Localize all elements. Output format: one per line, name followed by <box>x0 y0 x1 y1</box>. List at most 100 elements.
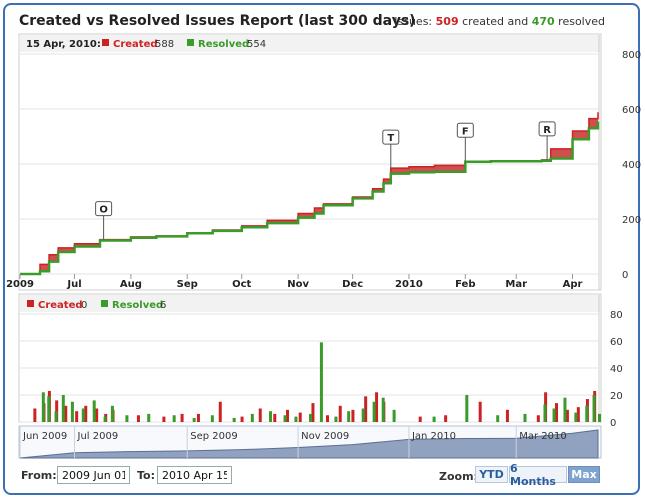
created-bar <box>325 415 329 422</box>
navigator-tick-label: Jan 2010 <box>411 431 456 442</box>
main-y-tick-label: 600 <box>622 105 641 116</box>
created-bar <box>33 408 37 422</box>
created-bar <box>536 415 540 422</box>
main-x-tick-label: Aug <box>120 279 142 290</box>
created-bar <box>338 405 342 422</box>
legend-resolved-label: Resolved <box>198 39 249 50</box>
main-grid <box>20 35 600 290</box>
resolved-bar <box>147 413 151 422</box>
resolved-bar <box>103 416 107 422</box>
main-x-axis: 2009 Jul Aug Sep Oct Nov Dec 2010 Feb Mar Apr <box>6 274 583 290</box>
resolved-bar <box>496 415 500 422</box>
from-date-input[interactable] <box>57 466 130 484</box>
created-bar <box>258 408 262 422</box>
flag-marker[interactable] <box>382 129 400 145</box>
flag-marker[interactable] <box>95 201 113 217</box>
created-bar <box>218 401 222 422</box>
flag-marker[interactable] <box>538 121 556 137</box>
navigator-x-axis: Jun 2009 Jul 2009 Sep 2009 Nov 2009 Jan 2010… <box>19 426 567 458</box>
main-y-tick-label: 200 <box>622 215 641 226</box>
resolved-bar <box>110 405 114 422</box>
main-y-axis: 0 200 400 600 800 <box>622 50 641 281</box>
main-x-tick-label: Feb <box>455 279 475 290</box>
resolved-bar <box>563 397 567 422</box>
volume-plot[interactable]: 0 20 40 60 80 Created 0 Resolved 6 <box>18 293 623 429</box>
created-bar <box>478 401 482 422</box>
created-bar <box>64 405 68 422</box>
navigator-series-area <box>19 429 599 459</box>
created-bar <box>286 409 290 422</box>
summary-suffix: resolved <box>558 15 605 28</box>
resolved-bar <box>361 408 365 422</box>
main-x-tick-label: Oct <box>232 279 251 290</box>
summary-mid: created and <box>462 15 529 28</box>
resolved-bar <box>392 409 396 422</box>
resolved-bar <box>61 395 65 422</box>
resolved-bar <box>309 413 312 422</box>
created-bar <box>444 415 448 422</box>
created-bar <box>298 412 302 422</box>
vol-legend-created-value: 0 <box>81 300 87 311</box>
volume-y-tick-label: 40 <box>610 364 623 375</box>
navigator-area <box>19 429 599 459</box>
resolved-bar <box>319 342 323 422</box>
legend-created-label: Created <box>113 39 158 50</box>
navigator-tick-label: Jun 2009 <box>22 431 67 442</box>
summary-resolved-count: 470 <box>531 15 555 28</box>
summary-prefix: Issues: <box>394 15 433 28</box>
flag-label: T <box>387 133 394 144</box>
created-bar <box>505 409 509 422</box>
resolved-bar <box>92 400 96 422</box>
legend-created-value: 588 <box>155 39 174 50</box>
navigator[interactable]: Jun 2009 Jul 2009 Sep 2009 Nov 2009 Jan 2010… <box>18 425 602 459</box>
created-bar <box>136 415 140 422</box>
flag-marker[interactable] <box>456 122 474 138</box>
created-bar <box>364 396 368 422</box>
flag-label: R <box>543 125 551 136</box>
resolved-bar <box>125 415 129 422</box>
vol-legend-created-swatch <box>27 300 34 307</box>
vol-legend-created-label: Created <box>38 300 83 311</box>
created-bar <box>375 392 379 422</box>
main-x-tick-label: Apr <box>563 279 583 290</box>
issues-summary: Issues: 509 created and 470 resolved <box>394 15 605 28</box>
to-date-input[interactable] <box>157 466 232 484</box>
main-y-tick-label: 400 <box>622 160 641 171</box>
main-x-tick-label: Dec <box>342 279 363 290</box>
resolved-bar <box>432 416 436 422</box>
resolved-bar <box>54 411 58 422</box>
volume-plot-background <box>18 293 602 423</box>
created-bar <box>351 409 355 422</box>
legend-created-swatch <box>102 39 109 46</box>
resolved-bar <box>585 405 589 422</box>
zoom-6-months-button[interactable]: 6 Months <box>509 462 567 488</box>
created-bar <box>162 416 166 422</box>
resolved-bar <box>598 413 601 422</box>
created-bar <box>576 407 580 422</box>
resolved-bar <box>381 397 385 422</box>
main-y-tick-label: 0 <box>622 270 628 281</box>
main-plot[interactable]: O T F R 2009 Jul Aug Sep Oct Nov Dec 2010 Feb Mar Apr… <box>6 33 641 291</box>
created-bar <box>565 409 569 422</box>
main-x-tick-label: Jul <box>66 279 81 290</box>
resolved-bar <box>523 413 527 422</box>
zoom-max-button[interactable]: Max <box>568 466 600 483</box>
flag-label: O <box>99 205 108 216</box>
created-bar <box>240 416 244 422</box>
created-bar <box>418 416 422 422</box>
vol-legend-resolved-value: 6 <box>160 300 166 311</box>
resolved-bar <box>210 415 214 422</box>
main-areas <box>20 112 600 276</box>
volume-y-tick-label: 20 <box>610 391 623 402</box>
created-bar <box>196 413 200 422</box>
volume-bars <box>33 342 601 422</box>
created-bar <box>180 413 184 422</box>
flag-markers[interactable]: O T F R <box>95 121 556 240</box>
navigator-tick-label: Mar 2010 <box>519 431 567 442</box>
zoom-ytd-button[interactable]: YTD <box>475 466 508 483</box>
volume-legend-bar <box>20 295 600 312</box>
flag-label: F <box>462 126 469 137</box>
volume-grid <box>20 295 600 423</box>
main-x-tick-label: 2009 <box>6 279 34 290</box>
